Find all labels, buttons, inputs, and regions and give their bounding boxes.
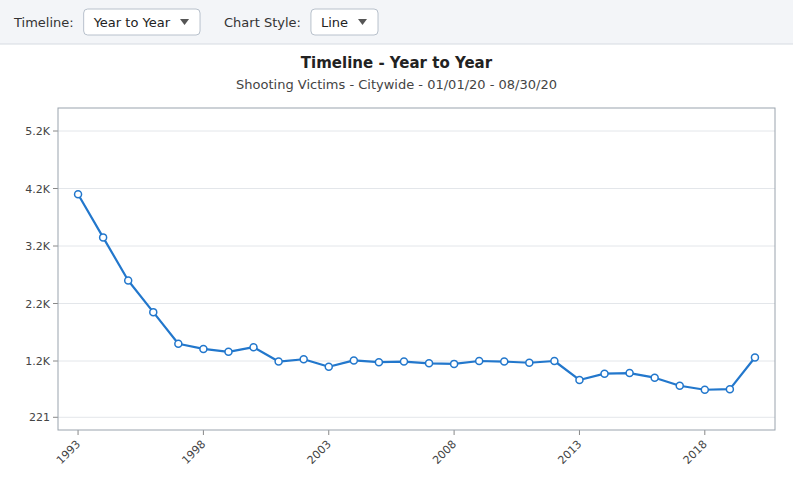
subtitle: Shooting Victims - Citywide - 01/01/20 -… [236, 77, 557, 92]
grid-line [58, 131, 775, 132]
point [476, 358, 483, 365]
tick-label: 2.2K [25, 298, 50, 311]
tick-label: 1993 [54, 438, 83, 467]
dropdown-value[interactable]: Year to Year [93, 15, 171, 30]
point [75, 191, 82, 198]
point [601, 370, 608, 377]
dropdown-box[interactable] [84, 9, 200, 35]
point [426, 360, 433, 367]
point [576, 376, 583, 383]
header: Timeline: Year to Year Chart Style: Line [0, 0, 793, 44]
point [551, 358, 558, 365]
point [300, 356, 307, 363]
point [626, 370, 633, 377]
point [451, 360, 458, 367]
point [325, 363, 332, 370]
y-axis: 221 1.2K 2.2K 3.2K 4.2K 5.2K [25, 125, 775, 424]
grid-line [58, 303, 775, 304]
point [200, 345, 207, 352]
point [275, 358, 282, 365]
tick-mark [53, 303, 58, 304]
point [751, 354, 758, 361]
tick-mark [328, 430, 329, 435]
dropdown-box[interactable] [311, 9, 378, 35]
tick-label: 2008 [430, 438, 459, 467]
point [501, 358, 508, 365]
point [701, 386, 708, 393]
tick-label: 1998 [179, 438, 208, 467]
title: Timeline - Year to Year [301, 54, 493, 72]
tick-mark [579, 430, 580, 435]
tick-mark [53, 246, 58, 247]
point [100, 234, 107, 241]
point [375, 359, 382, 366]
dropdown-value[interactable]: Line [321, 15, 348, 30]
tick-label: 221 [29, 411, 50, 424]
point [526, 359, 533, 366]
dropdown[interactable]: Year to Year [84, 9, 200, 35]
grid-line [58, 246, 775, 247]
tick-label: 3.2K [25, 240, 50, 253]
point [676, 382, 683, 389]
chart: Timeline:Year to YearChart Style:LineTim… [0, 0, 793, 488]
point [225, 348, 232, 355]
tick-mark [704, 430, 705, 435]
point [250, 344, 257, 351]
header-border [0, 44, 793, 45]
point [350, 357, 357, 364]
tick-mark [203, 430, 204, 435]
control-label: Timeline: [13, 15, 74, 30]
point [651, 374, 658, 381]
grid-line [58, 188, 775, 189]
series [75, 191, 759, 394]
tick-label: 5.2K [25, 125, 50, 138]
control-label: Chart Style: [224, 15, 301, 30]
point [150, 309, 157, 316]
tick-label: 4.2K [25, 183, 50, 196]
point [726, 386, 733, 393]
dropdown-arrow[interactable] [358, 19, 367, 25]
tick-mark [454, 430, 455, 435]
header-background [0, 0, 793, 44]
line [78, 194, 755, 390]
dropdown[interactable]: Line [311, 9, 378, 35]
dropdown-arrow[interactable] [180, 19, 189, 25]
point [400, 358, 407, 365]
tick-mark [78, 430, 79, 435]
tick-label: 2013 [555, 438, 584, 467]
point [175, 340, 182, 347]
tick-mark [53, 131, 58, 132]
tick-label: 1.2K [25, 355, 50, 368]
tick-mark [53, 188, 58, 189]
plot-frame [58, 108, 775, 430]
tick-mark [53, 417, 58, 418]
point [125, 277, 132, 284]
x-axis: 1993 1998 2003 2008 2013 2018 [54, 430, 710, 467]
tick-label: 2003 [305, 438, 334, 467]
tick-label: 2018 [681, 438, 710, 467]
tick-mark [53, 361, 58, 362]
grid-line [58, 417, 775, 418]
